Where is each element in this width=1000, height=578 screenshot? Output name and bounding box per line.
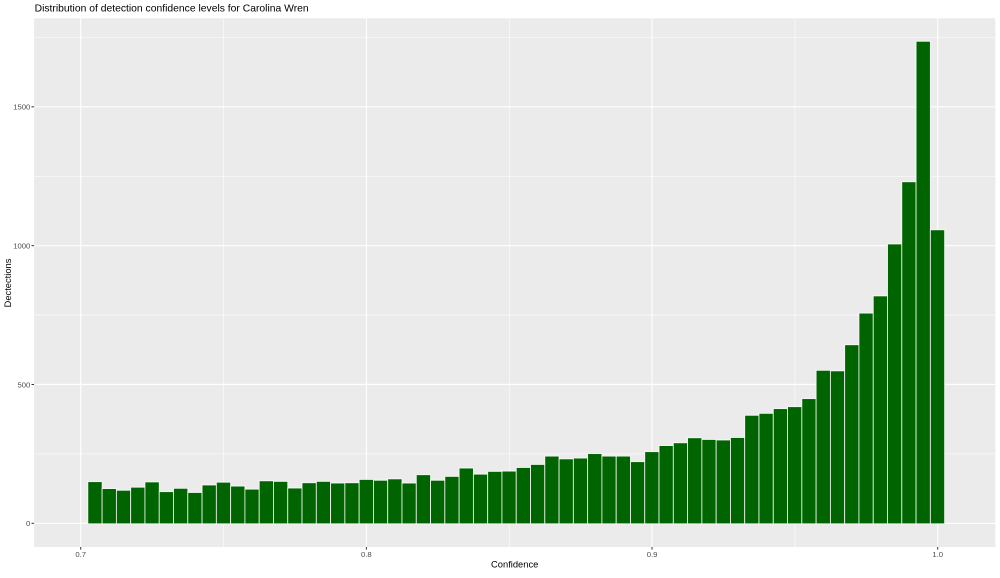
svg-text:Confidence: Confidence — [491, 560, 538, 570]
svg-text:0: 0 — [26, 519, 30, 528]
svg-text:Distribution of detection conf: Distribution of detection confidence lev… — [35, 3, 309, 14]
svg-text:0.8: 0.8 — [361, 550, 372, 559]
svg-text:500: 500 — [17, 380, 30, 389]
svg-text:1000: 1000 — [13, 242, 30, 251]
svg-text:1.0: 1.0 — [932, 550, 943, 559]
svg-text:0.9: 0.9 — [647, 550, 658, 559]
svg-text:0.7: 0.7 — [75, 550, 86, 559]
svg-text:1500: 1500 — [13, 103, 30, 112]
svg-text:Dectections: Dectections — [3, 258, 13, 307]
